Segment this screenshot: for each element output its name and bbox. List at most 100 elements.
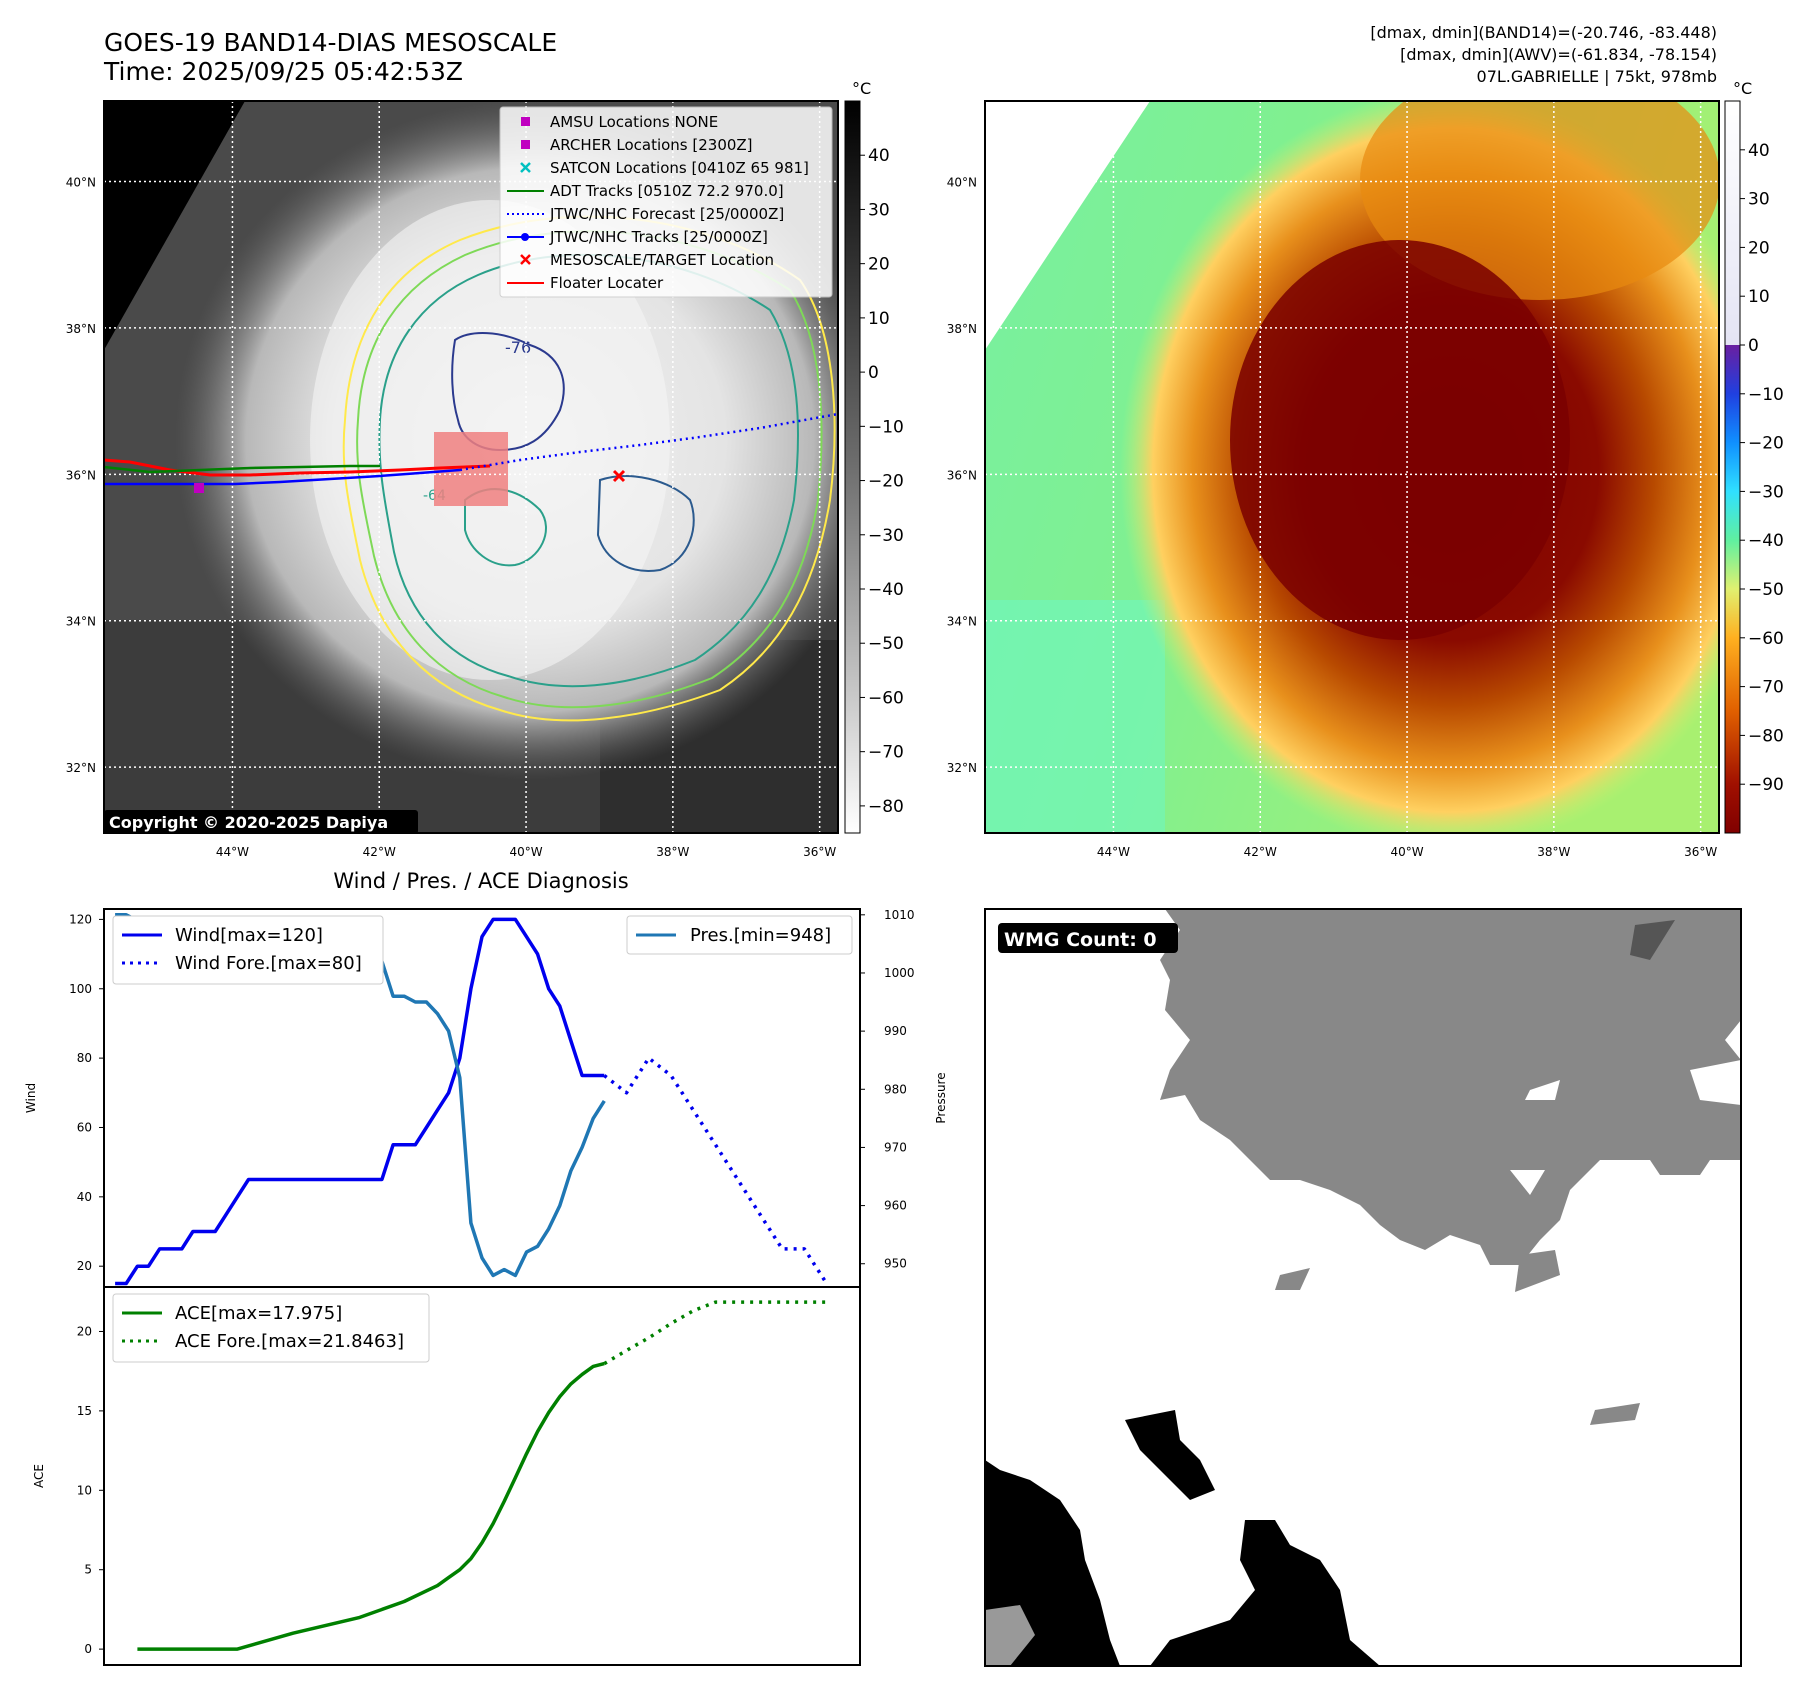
awv-lon-label: 40°W bbox=[1390, 845, 1423, 859]
ace-ytick-label: 0 bbox=[84, 1642, 92, 1656]
awv-colorbar-top bbox=[1725, 101, 1740, 345]
copyright-box bbox=[104, 810, 418, 834]
legend-label: ARCHER Locations [2300Z] bbox=[550, 136, 753, 154]
wind-ytick-right-label: 960 bbox=[884, 1199, 907, 1213]
awv-colorbar-tick-label: −20 bbox=[1748, 434, 1784, 454]
ir-colorbar-tick-label: 0 bbox=[868, 363, 879, 383]
wmg-badge-text: WMG Count: 0 bbox=[1004, 929, 1157, 951]
band14-range: [dmax, dmin](BAND14)=(-20.746, -83.448) bbox=[1370, 23, 1717, 42]
ace-ytick-label: 15 bbox=[77, 1404, 92, 1418]
jtwc-forecast-track bbox=[459, 412, 838, 472]
wmg-black-region-2 bbox=[1125, 1410, 1215, 1500]
ir-colorbar-tick-label: 40 bbox=[868, 146, 890, 166]
ir-lon-label: 36°W bbox=[803, 845, 836, 859]
awv-colorbar-tick-label: −60 bbox=[1748, 629, 1784, 649]
wind-ytick-right-label: 980 bbox=[884, 1082, 907, 1096]
ace-legend: ACE[max=17.975] ACE Fore.[max=21.8463] bbox=[112, 1293, 430, 1363]
ace-chart: 0 5 10 15 20 bbox=[77, 1300, 827, 1656]
awv-colorbar-unit: °C bbox=[1733, 79, 1752, 98]
ir-lon-label: 44°W bbox=[216, 845, 249, 859]
figure-time: Time: 2025/09/25 05:42:53Z bbox=[103, 57, 463, 86]
awv-lat-label: 36°N bbox=[947, 468, 977, 482]
contour-green bbox=[356, 230, 823, 709]
ir-lat-label: 38°N bbox=[66, 322, 96, 336]
awv-lat-label: 38°N bbox=[947, 322, 977, 336]
wind-ytick-right-label: 1000 bbox=[884, 966, 915, 980]
pres-legend: Pres.[min=948] bbox=[626, 915, 853, 955]
legend-marker bbox=[521, 117, 530, 126]
ace-ytick-label: 20 bbox=[77, 1324, 92, 1338]
wind-ytick-right-label: 970 bbox=[884, 1140, 907, 1154]
wind-ytick-label: 40 bbox=[77, 1190, 92, 1204]
ir-frame bbox=[103, 100, 839, 834]
wind-ytick-right-label: 950 bbox=[884, 1257, 907, 1271]
ir-legend: AMSU Locations NONE ARCHER Locations [230… bbox=[499, 106, 833, 298]
awv-colorbar-tick-label: −90 bbox=[1748, 775, 1784, 795]
wind-ytick-label: 80 bbox=[77, 1051, 92, 1065]
awv-lon-label: 42°W bbox=[1244, 845, 1277, 859]
awv-axis-labels: 40°N 38°N 36°N 34°N 32°N 44°W 42°W 40°W 38°W 36°W bbox=[947, 176, 1718, 859]
copyright-text: Copyright © 2020-2025 Dapiya bbox=[109, 813, 388, 832]
wind-ytick-label: 20 bbox=[77, 1259, 92, 1273]
awv-colorbar-tick-label: −10 bbox=[1748, 385, 1784, 405]
awv-colorbar-tick-label: 10 bbox=[1748, 287, 1770, 307]
awv-panel: 40°N 38°N 36°N 34°N 32°N 44°W 42°W 40°W 38°W 36°W… bbox=[947, 79, 1784, 859]
ir-colorbar-tick-label: −20 bbox=[868, 472, 904, 492]
ace-series-1 bbox=[603, 1300, 827, 1366]
awv-lon-label: 38°W bbox=[1537, 845, 1570, 859]
awv-lat-label: 34°N bbox=[947, 615, 977, 629]
ir-colorbar-tick-label: 10 bbox=[868, 309, 890, 329]
ir-lon-label: 38°W bbox=[656, 845, 689, 859]
wmg-frame bbox=[984, 908, 1742, 1667]
wind-ytick-label: 120 bbox=[69, 912, 92, 926]
wind-ylabel: Wind bbox=[24, 1083, 38, 1113]
ace-ytick-label: 5 bbox=[84, 1563, 92, 1577]
ir-colorbar-ticks: 40 30 20 10 0 −10 −20 −30 −40 −50 −60 −70 −80 bbox=[860, 146, 904, 817]
diagnosis-title: Wind / Pres. / ACE Diagnosis bbox=[333, 869, 628, 893]
wmg-panel: WMG Count: 0 bbox=[984, 908, 1742, 1667]
wmg-badge bbox=[998, 923, 1178, 953]
legend-label: AMSU Locations NONE bbox=[550, 113, 718, 131]
archer-marker bbox=[194, 483, 204, 493]
awv-colorbar-tick-label: −40 bbox=[1748, 531, 1784, 551]
ir-colorbar bbox=[844, 100, 861, 834]
ir-colorbar-tick-label: 30 bbox=[868, 200, 890, 220]
adt-track bbox=[104, 464, 380, 474]
ir-colorbar-tick-label: −70 bbox=[868, 743, 904, 763]
legend-label: JTWC/NHC Tracks [25/0000Z] bbox=[549, 228, 768, 246]
wind-legend: Wind[max=120] Wind Fore.[max=80] bbox=[112, 915, 384, 985]
awv-lon-label: 36°W bbox=[1684, 845, 1717, 859]
ir-lat-label: 32°N bbox=[66, 761, 96, 775]
wmg-grey-region bbox=[1160, 909, 1741, 1265]
jtwc-track bbox=[104, 468, 461, 486]
no-data-region bbox=[104, 101, 245, 350]
ace-fore-legend-label: ACE Fore.[max=21.8463] bbox=[175, 1331, 404, 1352]
awv-lon-label: 44°W bbox=[1097, 845, 1130, 859]
no-data-region-awv bbox=[985, 101, 1150, 350]
ir-colorbar-tick-label: −40 bbox=[868, 580, 904, 600]
legend-label: Floater Locater bbox=[550, 274, 664, 292]
wind-ytick-label: 60 bbox=[77, 1120, 92, 1134]
awv-colorbar-tick-label: −50 bbox=[1748, 580, 1784, 600]
ir-lon-label: 42°W bbox=[363, 845, 396, 859]
contour-label-76: -76 bbox=[505, 338, 531, 357]
ace-series-0 bbox=[137, 1361, 605, 1651]
ace-ylabel: ACE bbox=[32, 1464, 46, 1488]
awv-range: [dmax, dmin](AWV)=(-61.834, -78.154) bbox=[1400, 45, 1717, 64]
wind-series-1 bbox=[603, 1056, 829, 1285]
pres-legend-label: Pres.[min=948] bbox=[690, 925, 831, 946]
awv-image bbox=[985, 101, 1719, 833]
ir-colorbar-tick-label: −80 bbox=[868, 797, 904, 817]
ace-ytick-label: 10 bbox=[77, 1483, 92, 1497]
wind-legend-label: Wind[max=120] bbox=[175, 925, 323, 946]
target-marker bbox=[612, 469, 626, 483]
awv-colorbar-tick-label: 20 bbox=[1748, 238, 1770, 258]
legend-label: ADT Tracks [0510Z 72.2 970.0] bbox=[550, 182, 784, 200]
diagnosis-panel: Wind / Pres. / ACE Diagnosis 20406080100… bbox=[24, 869, 948, 1666]
figure-title: GOES-19 BAND14-DIAS MESOSCALE bbox=[104, 28, 557, 57]
legend-label: SATCON Locations [0410Z 65 981] bbox=[550, 159, 809, 177]
awv-colorbar-tick-label: −70 bbox=[1748, 678, 1784, 698]
awv-colorbar-tick-label: 30 bbox=[1748, 190, 1770, 210]
